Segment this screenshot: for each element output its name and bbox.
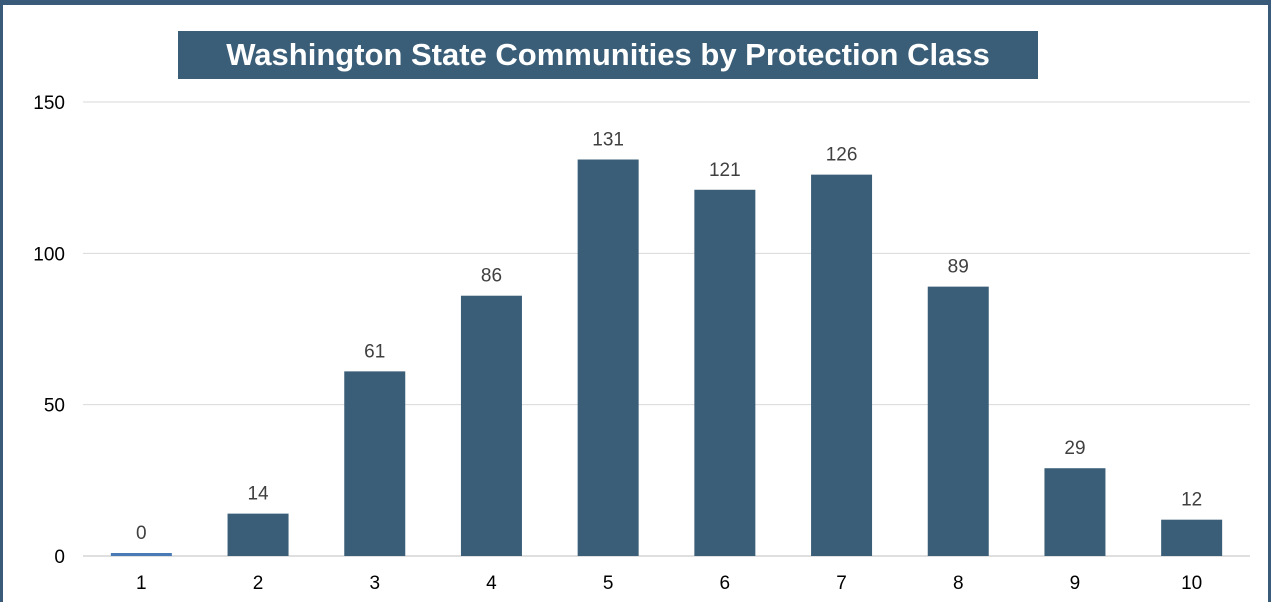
chart-title: Washington State Communities by Protecti… [226, 37, 990, 72]
bar-10 [1161, 519, 1223, 556]
bar-6 [694, 189, 756, 557]
data-label-5: 131 [592, 130, 624, 151]
bar-3 [344, 371, 406, 556]
bar-5 [577, 159, 639, 557]
x-tick-label-9: 9 [1070, 573, 1081, 594]
data-label-2: 14 [247, 484, 269, 505]
x-tick-label-2: 2 [253, 573, 264, 594]
data-label-1: 0 [136, 523, 147, 544]
data-label-8: 89 [948, 257, 969, 278]
x-tick-label-10: 10 [1181, 573, 1202, 594]
data-label-4: 86 [481, 266, 502, 287]
data-label-10: 12 [1181, 490, 1202, 511]
bar-7 [811, 174, 873, 556]
y-tick-label-50: 50 [44, 396, 65, 417]
y-tick-label-150: 150 [33, 93, 65, 114]
x-tick-label-1: 1 [136, 573, 147, 594]
bar-1 [110, 553, 172, 556]
data-label-7: 126 [826, 145, 858, 166]
x-tick-label-7: 7 [836, 573, 847, 594]
bar-9 [1044, 468, 1106, 556]
x-tick-label-5: 5 [603, 573, 614, 594]
chart-plot-area: 0 50 100 150 0 1 14 2 61 3 86 4 131 5 121 6 126 7 89 8 29 9 12… [33, 93, 1250, 594]
data-label-3: 61 [364, 341, 385, 362]
data-label-6: 121 [709, 160, 741, 181]
x-tick-label-6: 6 [720, 573, 731, 594]
chart-title-box: Washington State Communities by Protecti… [178, 31, 1038, 79]
x-tick-label-4: 4 [486, 573, 497, 594]
y-tick-label-0: 0 [54, 547, 65, 568]
bar-4 [460, 295, 522, 556]
bar-2 [227, 513, 289, 556]
x-tick-label-8: 8 [953, 573, 964, 594]
data-label-9: 29 [1064, 438, 1085, 459]
x-tick-label-3: 3 [369, 573, 380, 594]
bar-8 [927, 286, 989, 556]
y-tick-label-100: 100 [33, 244, 65, 265]
